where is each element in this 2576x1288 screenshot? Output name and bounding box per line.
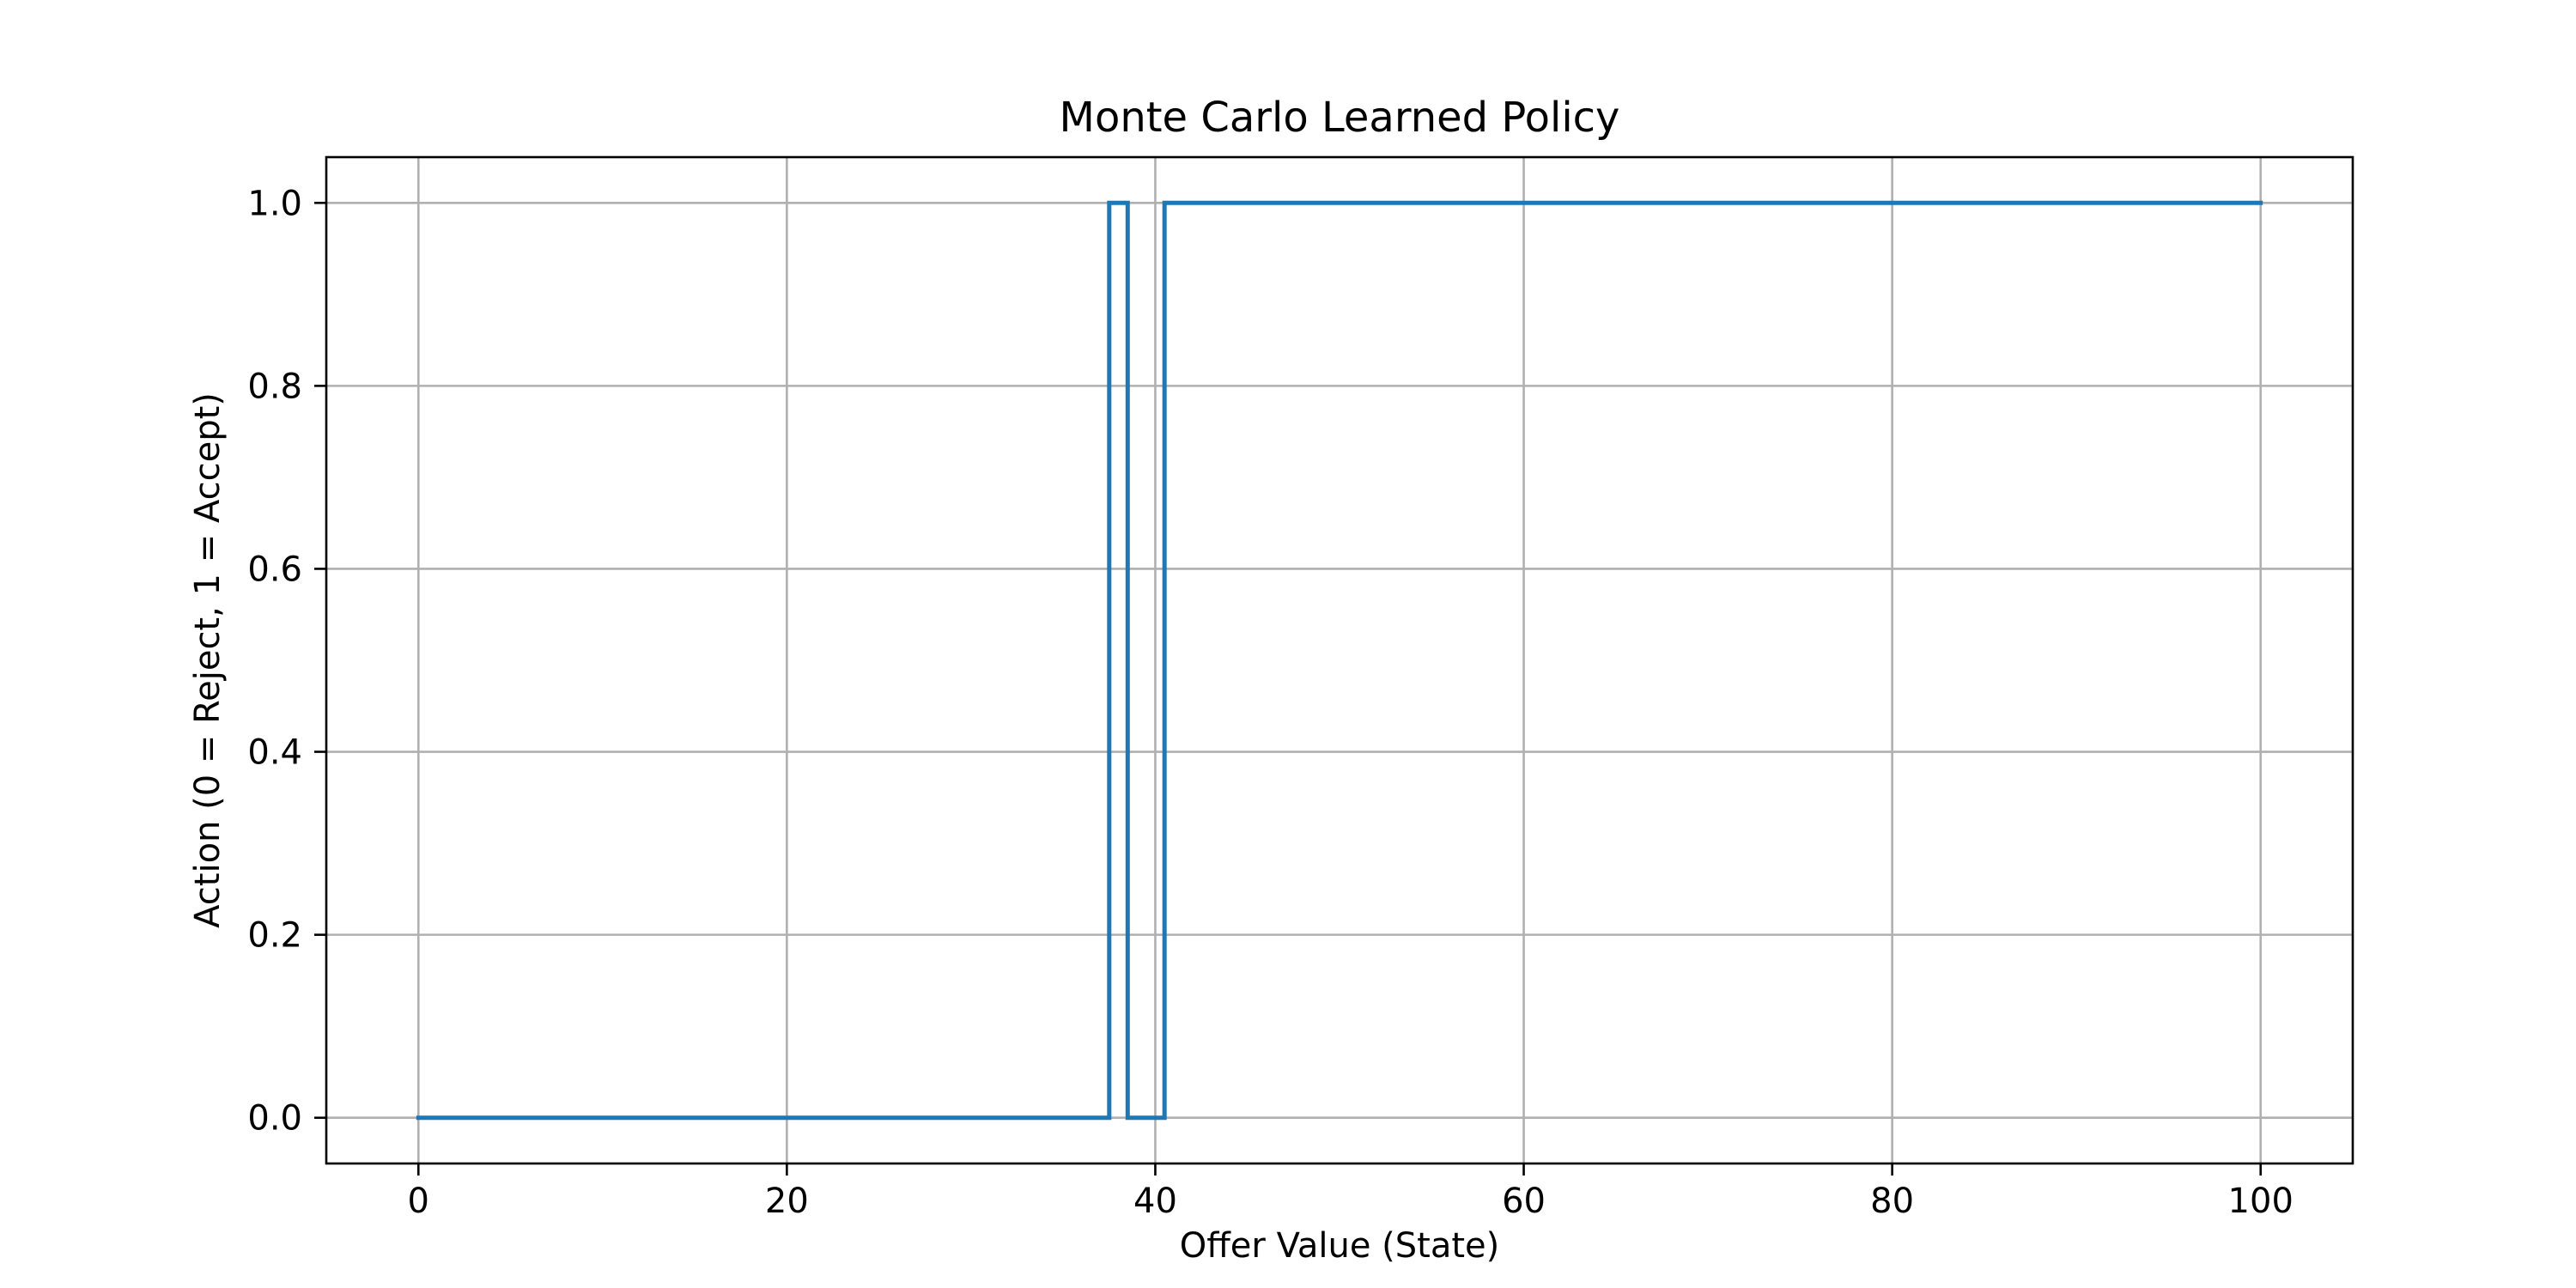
y-tick-label: 1.0 (247, 184, 302, 223)
y-tick-label: 0.4 (247, 733, 302, 773)
x-tick-label: 0 (408, 1182, 429, 1221)
series-line (416, 200, 2263, 1121)
y-tick-label: 0.2 (247, 916, 302, 956)
y-axis-label: Action (0 = Reject, 1 = Accept) (188, 392, 228, 928)
y-tick-label: 0.0 (247, 1099, 302, 1139)
plot-frame (325, 155, 2354, 1165)
x-axis-label: Offer Value (State) (1180, 1226, 1499, 1266)
series-layer (416, 200, 2263, 1121)
y-tick-label: 0.8 (247, 367, 302, 406)
x-tick-label: 80 (1870, 1182, 1914, 1221)
x-tick-label: 100 (2228, 1182, 2293, 1221)
chart-title: Monte Carlo Learned Policy (1060, 94, 1620, 142)
y-tick-label: 0.6 (247, 550, 302, 589)
x-tick-label: 20 (765, 1182, 809, 1221)
ticks: 0 20 40 60 80 100 0.0 0.2 0.4 0.6 0.8 1.0 (247, 184, 2293, 1221)
x-tick-label: 40 (1133, 1182, 1177, 1221)
x-tick-label: 60 (1502, 1182, 1546, 1221)
